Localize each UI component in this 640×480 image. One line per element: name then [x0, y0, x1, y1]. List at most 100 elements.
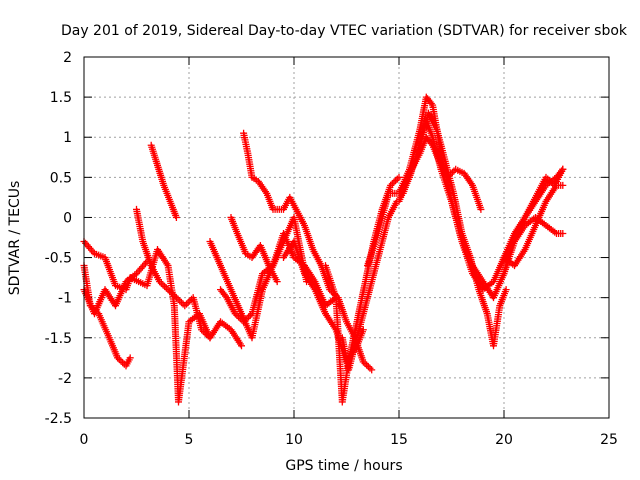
data-point	[390, 178, 398, 186]
data-point	[199, 327, 207, 335]
data-point	[115, 355, 123, 363]
data-point	[172, 294, 180, 302]
series-4	[133, 205, 214, 342]
y-tick-label: -0.5	[45, 251, 72, 267]
data-point	[363, 361, 371, 369]
data-point	[542, 173, 550, 181]
data-point	[388, 180, 396, 188]
data-point	[368, 366, 376, 374]
x-tick-label: 5	[185, 432, 194, 448]
data-point	[559, 165, 567, 173]
data-point	[544, 175, 552, 183]
data-point	[387, 181, 395, 189]
x-tick-label: 10	[285, 432, 303, 448]
data-point	[156, 278, 164, 286]
data-point	[246, 311, 254, 319]
x-tick-label: 0	[80, 432, 89, 448]
data-point	[157, 279, 165, 287]
y-tick-label: 1	[63, 130, 72, 146]
data-point	[204, 332, 212, 340]
data-point	[176, 297, 184, 305]
data-point	[233, 311, 241, 319]
data-point	[169, 290, 177, 298]
data-point	[559, 181, 567, 189]
y-axis-label: SDTVAR / TECUs	[7, 181, 23, 296]
x-axis-label: GPS time / hours	[285, 458, 402, 474]
data-point	[167, 289, 175, 297]
data-point	[174, 295, 182, 303]
data-point	[117, 357, 125, 365]
series-12	[338, 197, 401, 374]
data-point	[395, 173, 403, 181]
data-point	[392, 177, 400, 185]
y-tick-label: 0.5	[50, 170, 72, 186]
series-15	[399, 133, 485, 213]
data-point	[243, 315, 251, 323]
data-point	[236, 315, 244, 323]
x-tick-label: 20	[495, 432, 513, 448]
data-point	[181, 302, 189, 310]
data-point	[240, 318, 248, 326]
series-17	[500, 165, 567, 278]
data-point	[427, 100, 435, 108]
data-point	[172, 213, 180, 221]
y-tick-label: 0	[63, 210, 72, 226]
data-point	[361, 359, 369, 367]
y-tick-label: -1	[58, 291, 72, 307]
data-point	[241, 316, 249, 324]
grid-lines	[84, 57, 609, 418]
tick-labels: -2.5-2-1.5-1-0.500.511.520 5 10 15 20 25	[45, 50, 618, 448]
data-point	[235, 313, 243, 321]
data-point	[393, 175, 401, 183]
data-point	[177, 298, 185, 306]
data-point	[273, 278, 281, 286]
x-tick-label: 15	[390, 432, 408, 448]
data-point	[364, 363, 372, 371]
series-3	[80, 258, 151, 318]
data-point	[159, 281, 167, 289]
data-point	[502, 286, 510, 294]
data-point	[359, 358, 367, 366]
data-point	[171, 292, 179, 300]
data-point	[547, 178, 555, 186]
y-tick-label: -1.5	[45, 331, 72, 347]
data-point	[545, 177, 553, 185]
data-point	[198, 326, 206, 334]
data-point	[206, 334, 214, 342]
data-point	[477, 205, 485, 213]
series-18	[500, 181, 567, 270]
data-point	[201, 329, 209, 337]
data-point	[126, 354, 134, 362]
data-point	[162, 284, 170, 292]
series-11	[322, 173, 403, 406]
data-point	[231, 310, 239, 318]
series-5	[147, 141, 180, 221]
data-point	[186, 297, 194, 305]
y-tick-label: -2	[58, 371, 72, 387]
data-point	[161, 282, 169, 290]
series-16	[416, 109, 510, 350]
chart-title: Day 201 of 2019, Sidereal Day-to-day VTE…	[61, 23, 628, 39]
data-markers	[80, 93, 567, 406]
series-8	[227, 213, 281, 286]
data-point	[164, 286, 172, 294]
data-point	[238, 342, 245, 350]
data-point	[366, 364, 374, 372]
x-tick-label: 25	[600, 432, 618, 448]
data-point	[184, 298, 192, 306]
data-point	[203, 331, 211, 339]
data-point	[182, 300, 190, 308]
data-point	[245, 313, 253, 321]
data-point	[114, 354, 122, 362]
data-point	[559, 229, 567, 237]
y-tick-label: 1.5	[50, 90, 72, 106]
data-point	[119, 359, 127, 367]
data-point	[166, 287, 174, 295]
y-tick-label: 2	[63, 50, 72, 66]
y-tick-label: -2.5	[45, 411, 72, 427]
data-point	[359, 326, 367, 334]
plot-frame	[83, 56, 610, 419]
series-7	[217, 213, 311, 326]
data-point	[222, 292, 230, 300]
